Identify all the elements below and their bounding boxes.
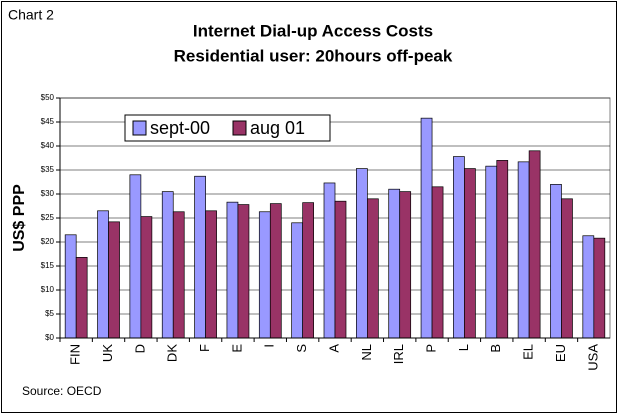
bar <box>194 175 206 339</box>
y-tick-label: $50 <box>41 93 55 102</box>
x-tick-label: USA <box>585 344 600 371</box>
legend-label: sept-00 <box>150 118 210 138</box>
x-tick-label: UK <box>100 344 115 362</box>
bar <box>496 160 509 339</box>
bar <box>172 211 185 339</box>
bar <box>582 235 595 339</box>
x-tick-label: EU <box>553 344 568 362</box>
bar <box>64 234 77 339</box>
bar <box>323 182 336 339</box>
bar <box>517 161 530 339</box>
bar <box>97 210 109 339</box>
y-tick-label: $0 <box>45 333 54 342</box>
bar <box>356 168 368 339</box>
chart-subtitle: Residential user: 20hours off-peak <box>174 46 453 65</box>
bar <box>550 184 562 339</box>
bar <box>226 201 239 339</box>
x-tick-label: EL <box>521 344 536 360</box>
bar <box>367 198 379 339</box>
source: Source: OECD <box>22 384 102 398</box>
bar <box>140 216 153 339</box>
x-tick-label: NL <box>359 344 374 361</box>
y-tick-label: $10 <box>41 285 55 294</box>
legend-label: aug 01 <box>250 118 305 138</box>
x-tick-label: IRL <box>391 344 406 364</box>
y-tick-label: $45 <box>41 117 55 126</box>
x-tick-label: E <box>229 344 244 353</box>
bar <box>593 237 606 339</box>
bar <box>269 203 282 339</box>
bar <box>108 221 120 339</box>
y-tick-label: $35 <box>41 165 55 174</box>
y-tick-label: $40 <box>41 141 55 150</box>
legend-swatch <box>232 120 247 136</box>
bar <box>420 117 433 339</box>
legend-swatch <box>132 120 147 136</box>
x-tick-label: B <box>488 344 503 353</box>
x-tick-label: A <box>326 344 341 353</box>
bar <box>453 156 465 339</box>
bar <box>291 222 303 339</box>
x-tick-label: D <box>132 344 147 353</box>
chart-label: Chart 2 <box>8 7 54 23</box>
x-tick-label: DK <box>165 344 180 362</box>
bar <box>237 204 250 339</box>
bar <box>161 191 174 339</box>
bar <box>205 210 217 339</box>
x-tick-label: I <box>262 344 277 348</box>
bar <box>129 174 142 339</box>
y-tick-label: $5 <box>45 309 54 318</box>
y-tick-label: $30 <box>41 189 55 198</box>
bar <box>258 211 271 339</box>
x-tick-label: P <box>423 344 438 353</box>
x-tick-label: F <box>197 344 212 352</box>
x-tick-label: FIN <box>68 344 83 365</box>
bar <box>431 186 444 339</box>
y-axis-label: US$ PPP <box>11 184 28 252</box>
y-tick-label: $15 <box>41 261 55 270</box>
bar <box>388 188 401 339</box>
x-tick-label: S <box>294 344 309 353</box>
legend <box>124 114 331 142</box>
bar <box>75 257 88 339</box>
x-tick-label: L <box>456 344 471 351</box>
bar <box>561 198 573 339</box>
bar <box>399 191 412 339</box>
y-tick-label: $20 <box>41 237 55 246</box>
y-tick-label: $25 <box>41 213 55 222</box>
bar <box>485 165 498 339</box>
bar <box>464 168 476 339</box>
chart-title: Internet Dial-up Access Costs <box>193 21 433 40</box>
bar <box>302 202 314 339</box>
bar <box>528 150 541 339</box>
bar <box>334 200 347 339</box>
